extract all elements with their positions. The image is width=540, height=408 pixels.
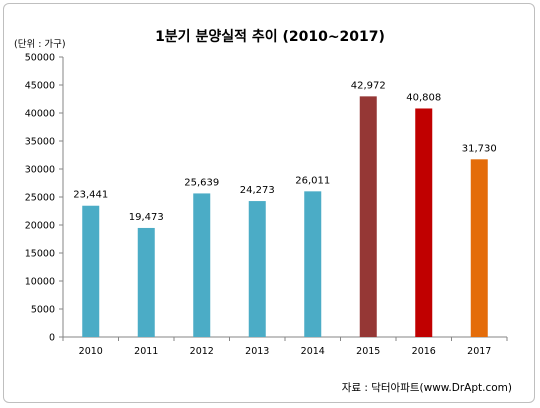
x-tick-label: 2016 xyxy=(412,346,436,357)
x-tick-label: 2017 xyxy=(467,346,491,357)
data-label-2011: 19,473 xyxy=(129,212,164,223)
x-tick-label: 2011 xyxy=(134,346,158,357)
data-label-2010: 23,441 xyxy=(73,190,108,201)
y-tick-label: 50000 xyxy=(25,53,55,64)
y-tick-label: 30000 xyxy=(25,165,55,176)
data-label-2013: 24,273 xyxy=(240,185,275,196)
bar-2012 xyxy=(193,193,211,337)
y-tick-label: 25000 xyxy=(25,193,55,204)
y-tick-label: 40000 xyxy=(25,109,55,120)
data-label-2015: 42,972 xyxy=(351,80,386,91)
x-tick-label: 2012 xyxy=(190,346,214,357)
bar-2014 xyxy=(304,191,322,337)
y-tick-label: 10000 xyxy=(25,277,55,288)
bar-2010 xyxy=(82,205,100,337)
unit-label: (단위 : 가구) xyxy=(14,39,66,50)
source-note: 자료 : 닥터아파트(www.DrApt.com) xyxy=(341,382,512,394)
data-label-2017: 31,730 xyxy=(462,143,497,154)
y-tick-label: 0 xyxy=(49,333,55,344)
bar-2015 xyxy=(359,96,377,337)
data-label-2016: 40,808 xyxy=(406,92,441,103)
x-tick-label: 2015 xyxy=(356,346,380,357)
y-tick-label: 15000 xyxy=(25,249,55,260)
bar-2011 xyxy=(137,227,155,337)
y-tick-label: 20000 xyxy=(25,221,55,232)
bar-2017 xyxy=(470,159,488,337)
data-label-2014: 26,011 xyxy=(295,175,330,186)
x-tick-label: 2013 xyxy=(245,346,269,357)
bar-2016 xyxy=(415,108,433,338)
chart-title: 1분기 분양실적 추이 (2010~2017) xyxy=(155,29,385,45)
x-tick-label: 2010 xyxy=(79,346,103,357)
data-label-2012: 25,639 xyxy=(184,177,219,188)
x-tick-label: 2014 xyxy=(301,346,325,357)
y-tick-label: 5000 xyxy=(31,305,55,316)
bar-2013 xyxy=(248,201,266,337)
y-tick-label: 35000 xyxy=(25,137,55,148)
y-tick-label: 45000 xyxy=(25,81,55,92)
